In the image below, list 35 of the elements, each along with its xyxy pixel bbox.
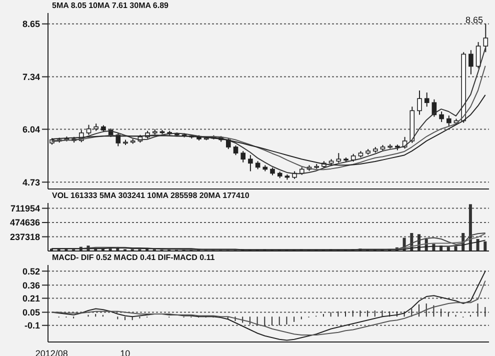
y-tick-label: 7.34 xyxy=(22,72,40,82)
candlestick xyxy=(240,150,246,163)
y-tick-label: 474636 xyxy=(10,218,40,228)
text: 5MA 8.05 10MA 7.61 30MA 6.89 xyxy=(52,1,169,10)
line-series xyxy=(51,65,486,170)
candlestick xyxy=(248,154,253,172)
y-tick-label: 4.73 xyxy=(22,177,40,188)
candlestick xyxy=(86,124,92,136)
candlestick xyxy=(468,50,474,75)
candlestick xyxy=(483,23,488,53)
y-tick-label: 237318 xyxy=(10,232,40,242)
y-tick-label: -0.1 xyxy=(24,320,40,331)
bar xyxy=(468,204,472,251)
y-tick-label: 6.04 xyxy=(22,124,40,134)
candlestick xyxy=(424,92,430,108)
text: VOL 161333 5MA 303241 10MA 285598 20MA 177410 xyxy=(52,191,250,200)
candlestick xyxy=(233,144,238,156)
y-tick-label: 711954 xyxy=(10,203,40,214)
line-series xyxy=(51,280,486,336)
candlestick xyxy=(476,42,481,69)
bar xyxy=(454,246,458,251)
y-tick-label: 0.52 xyxy=(22,266,40,276)
candlestick xyxy=(417,90,422,116)
candlestick xyxy=(439,110,444,122)
y-tick-label: 0.36 xyxy=(22,280,40,290)
candlestick xyxy=(336,152,342,164)
line-series xyxy=(51,240,486,250)
line-series xyxy=(51,48,486,174)
annotation: 8.65 xyxy=(465,15,483,25)
bar xyxy=(484,241,487,251)
candlestick xyxy=(446,115,452,127)
y-tick-label: 0.05 xyxy=(22,307,40,318)
y-tick-label: 8.65 xyxy=(22,19,40,30)
text: MACD- DIF 0.52 MACD 0.41 DIF-MACD 0.11 xyxy=(52,253,215,262)
y-tick-label: 0.21 xyxy=(22,293,40,304)
